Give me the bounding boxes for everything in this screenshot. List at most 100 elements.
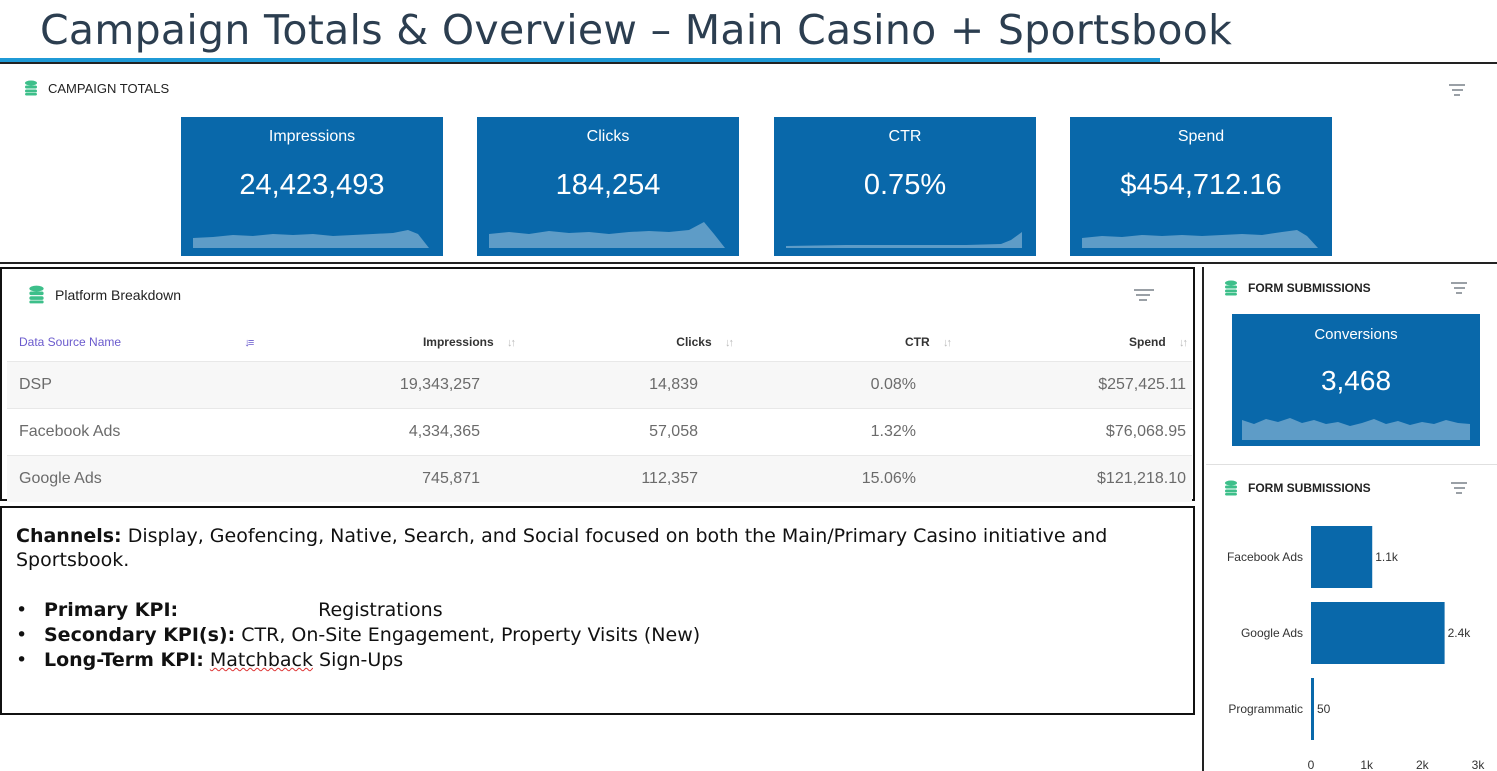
category-label: Programmatic — [1228, 702, 1303, 716]
bar[interactable] — [1311, 602, 1445, 664]
spend-sparkline — [1082, 230, 1318, 248]
tick-label: 2k — [1416, 758, 1430, 771]
conversions-tile[interactable]: Conversions 3,468 — [1232, 314, 1480, 446]
form-submissions-bar-chart: Facebook Ads 1.1k Google Ads 2.4k Programmat… — [1227, 526, 1486, 771]
column-header-label: Spend — [1128, 334, 1166, 349]
list-item: • Secondary KPI(s): CTR, On-Site Engageme… — [16, 624, 701, 646]
campaign-notes: Channels: Display, Geofencing, Native, S… — [0, 506, 1195, 715]
cell-data-source: Facebook Ads — [7, 407, 297, 455]
panel-divider — [1206, 464, 1497, 465]
page-title: Campaign Totals & Overview – Main Casino… — [40, 6, 1233, 54]
campaign-totals-panel: CAMPAIGN TOTALS Impressions 24,423,493 C… — [0, 66, 1497, 262]
campaign-totals-header: CAMPAIGN TOTALS — [24, 80, 169, 96]
column-header-ctr[interactable]: CTR ↓↑ — [732, 323, 952, 361]
spend-value: $454,712.16 — [1120, 169, 1282, 201]
bar[interactable] — [1311, 526, 1373, 588]
clicks-label: Clicks — [586, 128, 630, 145]
column-header-clicks[interactable]: Clicks ↓↑ — [514, 323, 734, 361]
cell-spend: $121,218.10 — [950, 454, 1192, 502]
impressions-label: Impressions — [268, 128, 356, 145]
tick-label: 1k — [1360, 758, 1374, 771]
ctr-sparkline — [786, 232, 1022, 248]
channels-paragraph: Channels: Display, Geofencing, Native, S… — [16, 524, 1176, 572]
title-accent-rule — [0, 58, 1160, 62]
list-item: • Primary KPI: Registrations — [16, 599, 443, 621]
impressions-tile[interactable]: Impressions 24,423,493 — [181, 117, 443, 256]
ctr-tile[interactable]: CTR 0.75% — [774, 117, 1036, 256]
sort-icon[interactable]: ↓↑ — [1179, 336, 1188, 349]
column-header-label: Impressions — [422, 334, 494, 349]
filter-icon[interactable] — [1450, 482, 1468, 494]
table-header-row: Data Source Name ↓≡ Impressions ↓↑ Click… — [7, 323, 1192, 361]
column-header-label: CTR — [904, 334, 930, 349]
conversions-value: 3,468 — [1320, 365, 1392, 396]
tick-label: 0 — [1308, 758, 1315, 771]
column-header-label: Data Source Name — [19, 334, 122, 349]
cell-spend: $76,068.95 — [950, 407, 1192, 455]
sort-icon[interactable]: ↓↑ — [725, 336, 734, 349]
database-icon — [1225, 280, 1237, 296]
column-header-data-source[interactable]: Data Source Name ↓≡ — [7, 323, 297, 361]
channels-label: Channels: — [16, 525, 122, 547]
kpi-text-underlined: Matchback — [209, 649, 313, 671]
filter-icon[interactable] — [1448, 84, 1466, 96]
table-row[interactable]: Google Ads 745,871 112,357 15.06% $121,2… — [7, 454, 1192, 502]
sort-icon[interactable]: ↓↑ — [507, 336, 516, 349]
table-row[interactable]: Facebook Ads 4,334,365 57,058 1.32% $76,… — [7, 407, 1192, 455]
cell-data-source: DSP — [7, 360, 297, 408]
cell-ctr: 1.32% — [732, 407, 950, 455]
sort-icon[interactable]: ↓↑ — [943, 336, 952, 349]
conversions-sparkline — [1242, 418, 1470, 440]
data-label: 50 — [1317, 702, 1331, 716]
conversions-label: Conversions — [1314, 326, 1398, 343]
title-divider — [0, 62, 1497, 64]
filter-icon[interactable] — [1450, 282, 1468, 294]
cell-clicks: 112,357 — [514, 454, 732, 502]
column-header-impressions[interactable]: Impressions ↓↑ — [297, 323, 516, 361]
kpi-label: Long-Term KPI: — [44, 649, 204, 671]
form-submissions-title: FORM SUBMISSIONS — [1248, 281, 1371, 295]
form-submissions-header: FORM SUBMISSIONS — [1224, 280, 1371, 296]
cell-clicks: 57,058 — [514, 407, 732, 455]
ctr-label: CTR — [888, 128, 922, 145]
kpi-text: Registrations — [318, 599, 443, 621]
database-icon — [29, 285, 44, 304]
campaign-totals-title: CAMPAIGN TOTALS — [48, 80, 170, 96]
platform-breakdown-title: Platform Breakdown — [55, 286, 182, 303]
cell-data-source: Google Ads — [7, 454, 297, 502]
clicks-tile[interactable]: Clicks 184,254 — [477, 117, 739, 256]
category-label: Facebook Ads — [1227, 550, 1303, 564]
clicks-sparkline — [489, 222, 725, 248]
column-header-spend[interactable]: Spend ↓↑ — [950, 323, 1192, 361]
sort-desc-icon[interactable]: ↓≡ — [244, 336, 254, 349]
column-header-label: Clicks — [676, 334, 712, 349]
database-icon — [25, 80, 37, 96]
bar[interactable] — [1311, 678, 1314, 740]
section-divider — [0, 262, 1497, 264]
kpi-text: CTR, On-Site Engagement, Property Visits… — [235, 624, 701, 646]
platform-breakdown-panel: Platform Breakdown Data Source Name ↓≡ I… — [0, 267, 1195, 502]
spend-label: Spend — [1177, 128, 1225, 145]
platform-table: Data Source Name ↓≡ Impressions ↓↑ Click… — [7, 323, 1192, 502]
data-label: 1.1k — [1375, 550, 1399, 564]
impressions-sparkline — [193, 230, 429, 248]
kpi-text: Sign-Ups — [313, 649, 404, 671]
impressions-value: 24,423,493 — [239, 169, 385, 201]
tick-label: 3k — [1472, 758, 1486, 771]
form-submissions-tile-panel: FORM SUBMISSIONS Conversions 3,468 — [1206, 270, 1497, 452]
cell-clicks: 14,839 — [514, 360, 732, 408]
right-column-divider — [1202, 267, 1204, 771]
cell-ctr: 15.06% — [732, 454, 950, 502]
cell-impressions: 19,343,257 — [297, 360, 514, 408]
form-submissions-chart-panel: FORM SUBMISSIONS Facebook Ads 1.1k Google … — [1206, 470, 1497, 771]
category-label: Google Ads — [1241, 626, 1303, 640]
cell-ctr: 0.08% — [732, 360, 950, 408]
cell-impressions: 4,334,365 — [297, 407, 514, 455]
table-row[interactable]: DSP 19,343,257 14,839 0.08% $257,425.11 — [7, 360, 1192, 408]
spend-tile[interactable]: Spend $454,712.16 — [1070, 117, 1332, 256]
cell-impressions: 745,871 — [297, 454, 514, 502]
kpi-list: • Primary KPI: Registrations • Secondary KP… — [16, 598, 700, 673]
database-icon — [1225, 480, 1237, 496]
ctr-value: 0.75% — [863, 169, 947, 201]
filter-icon[interactable] — [1134, 289, 1154, 301]
